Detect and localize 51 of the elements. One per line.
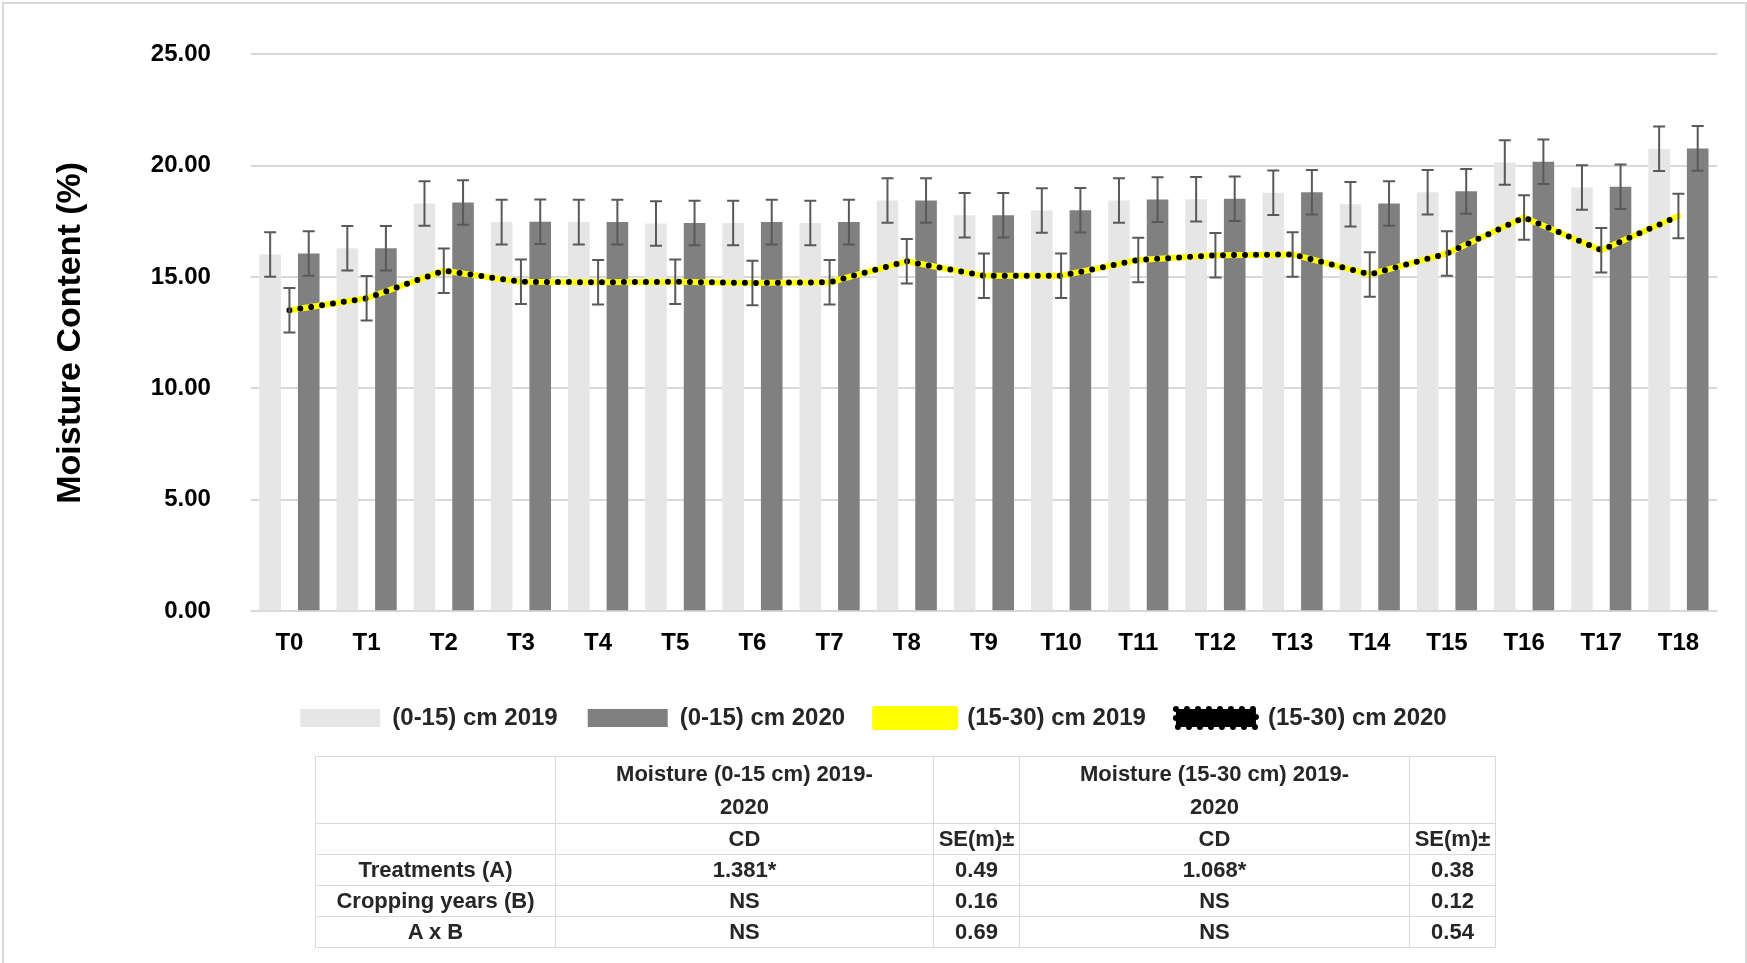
text: SE(m)± — [1409, 823, 1496, 855]
y-axis-title: Moisture Content (%) — [48, 161, 87, 504]
text: 0.69 — [933, 916, 1020, 948]
text: Treatments (A) — [315, 854, 556, 886]
legend-label: (15-30) cm 2019 — [967, 702, 1146, 730]
x-tick-label: T9 — [969, 628, 998, 656]
x-tick-label: T17 — [1580, 628, 1622, 656]
x-tick-label: T2 — [429, 628, 458, 656]
x-tick-label: T16 — [1503, 628, 1545, 656]
text: 0.38 — [1409, 854, 1496, 886]
x-tick-label: T5 — [661, 628, 690, 656]
x-tick-label: T8 — [892, 628, 921, 656]
text: A x B — [315, 916, 556, 948]
text: 1.068* — [1019, 854, 1410, 886]
x-tick-label: T4 — [584, 628, 613, 656]
x-tick-label: T13 — [1271, 628, 1314, 656]
text: 1.381* — [555, 854, 934, 886]
text: 0.16 — [933, 885, 1020, 917]
x-tick-label: T0 — [275, 628, 304, 656]
text: NS — [1019, 916, 1410, 948]
text: NS — [555, 916, 934, 948]
text: NS — [1019, 885, 1410, 917]
text: 0.12 — [1409, 885, 1496, 917]
text: 0.54 — [1409, 916, 1496, 948]
text: SE(m)± — [933, 823, 1020, 855]
y-tick-label: 5.00 — [164, 484, 211, 512]
x-tick-label: T14 — [1349, 628, 1392, 656]
x-tick-label: T11 — [1118, 628, 1159, 656]
y-tick-label: 10.00 — [150, 373, 211, 401]
x-tick-label: T18 — [1657, 628, 1700, 656]
legend-label: (0-15) cm 2020 — [679, 702, 846, 730]
text: Moisture (15-30 cm) 2019-2020 — [1019, 756, 1410, 824]
legend-label: (15-30) cm 2020 — [1267, 702, 1447, 730]
x-tick-label: T12 — [1194, 628, 1237, 656]
y-tick-label: 15.00 — [150, 261, 211, 289]
x-tick-label: T10 — [1040, 628, 1082, 656]
text: Cropping years (B) — [315, 885, 556, 917]
text: Moisture (0-15 cm) 2019-2020 — [555, 756, 934, 824]
text: 0.49 — [933, 854, 1020, 886]
legend-label: (0-15) cm 2019 — [392, 702, 558, 730]
text: CD — [555, 823, 934, 855]
x-tick-label: T1 — [352, 628, 381, 656]
text: NS — [555, 885, 934, 917]
y-tick-label: 0.00 — [164, 595, 211, 623]
x-tick-label: T3 — [506, 628, 535, 656]
y-tick-label: 25.00 — [150, 39, 211, 67]
x-tick-label: T7 — [815, 628, 844, 656]
y-tick-label: 20.00 — [150, 150, 211, 178]
x-tick-label: T6 — [738, 628, 767, 656]
text: CD — [1019, 823, 1410, 855]
x-tick-label: T15 — [1426, 628, 1468, 656]
